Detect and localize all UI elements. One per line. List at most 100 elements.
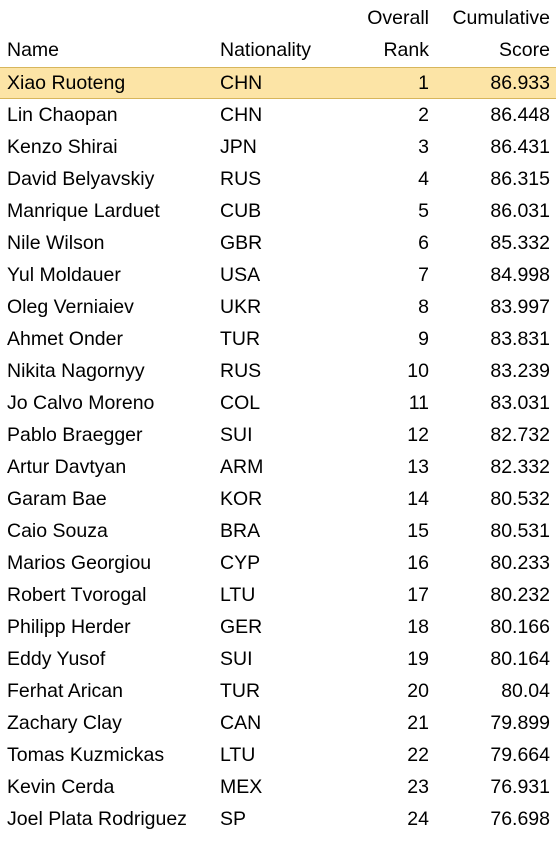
column-header-rank-line2: Rank — [383, 39, 429, 61]
table-row: Zachary Clay CAN 21 79.899 — [0, 707, 556, 739]
cell-rank: 10 — [407, 360, 429, 382]
cell-rank: 12 — [407, 424, 429, 446]
cell-score: 80.233 — [490, 552, 550, 574]
cell-rank: 4 — [418, 168, 429, 190]
cell-nationality: TUR — [220, 328, 261, 350]
cell-score: 80.232 — [490, 584, 550, 606]
cell-score: 82.332 — [490, 456, 550, 478]
cell-rank: 11 — [408, 392, 429, 414]
cell-rank: 7 — [418, 264, 429, 286]
column-header-rank-line1: Overall — [367, 7, 429, 29]
cell-score: 83.997 — [490, 296, 550, 318]
cell-rank: 5 — [418, 200, 429, 222]
table-row: Eddy Yusof SUI 19 80.164 — [0, 643, 556, 675]
cell-nationality: USA — [220, 264, 261, 286]
cell-rank: 16 — [407, 552, 429, 574]
cell-rank: 21 — [407, 712, 429, 734]
cell-score: 83.239 — [490, 360, 550, 382]
cell-rank: 8 — [418, 296, 429, 318]
cell-score: 76.931 — [490, 776, 550, 798]
table-row: Lin Chaopan CHN 2 86.448 — [0, 99, 556, 131]
cell-rank: 6 — [418, 232, 429, 254]
cell-score: 86.431 — [490, 136, 550, 158]
cell-nationality: SUI — [220, 424, 253, 446]
table-header: Name Nationality Overall Rank Cumulative… — [0, 0, 556, 68]
cell-rank: 24 — [407, 808, 429, 830]
cell-name: Yul Moldauer — [7, 264, 121, 286]
cell-nationality: GER — [220, 616, 263, 638]
table-row: David Belyavskiy RUS 4 86.315 — [0, 163, 556, 195]
table-row: Nile Wilson GBR 6 85.332 — [0, 227, 556, 259]
cell-nationality: CUB — [220, 200, 262, 222]
cell-nationality: TUR — [220, 680, 261, 702]
cell-name: Robert Tvorogal — [7, 584, 147, 606]
cell-name: Manrique Larduet — [7, 200, 160, 222]
cell-rank: 20 — [407, 680, 429, 702]
cell-rank: 9 — [418, 328, 429, 350]
cell-score: 80.166 — [490, 616, 550, 638]
column-header-name: Name — [7, 39, 60, 61]
cell-score: 86.315 — [490, 168, 550, 190]
cell-rank: 13 — [407, 456, 429, 478]
table-row: Kevin Cerda MEX 23 76.931 — [0, 771, 556, 803]
table-row: Artur Davtyan ARM 13 82.332 — [0, 451, 556, 483]
table-row: Joel Plata Rodriguez SP 24 76.698 — [0, 803, 556, 835]
cell-rank: 1 — [418, 72, 429, 94]
cell-name: Ahmet Onder — [7, 328, 123, 350]
cell-nationality: BRA — [220, 520, 261, 542]
cell-score: 83.031 — [490, 392, 550, 414]
cell-name: Ferhat Arican — [7, 680, 123, 702]
cell-score: 80.164 — [490, 648, 550, 670]
cell-score: 80.531 — [490, 520, 550, 542]
cell-name: Nile Wilson — [7, 232, 105, 254]
cell-name: Pablo Braegger — [7, 424, 143, 446]
cell-nationality: LTU — [220, 584, 256, 606]
cell-score: 86.933 — [490, 72, 550, 94]
cell-score: 80.532 — [490, 488, 550, 510]
cell-name: Oleg Verniaiev — [7, 296, 134, 318]
cell-name: Caio Souza — [7, 520, 108, 542]
table-row: Robert Tvorogal LTU 17 80.232 — [0, 579, 556, 611]
cell-nationality: SUI — [220, 648, 253, 670]
cell-name: Kevin Cerda — [7, 776, 115, 798]
table-row: Manrique Larduet CUB 5 86.031 — [0, 195, 556, 227]
cell-name: Xiao Ruoteng — [7, 72, 126, 94]
table-row: Ahmet Onder TUR 9 83.831 — [0, 323, 556, 355]
cell-rank: 22 — [407, 744, 429, 766]
column-header-nationality: Nationality — [220, 39, 312, 61]
cell-score: 86.448 — [490, 104, 550, 126]
cell-nationality: RUS — [220, 360, 262, 382]
cell-rank: 15 — [407, 520, 429, 542]
cell-name: Joel Plata Rodriguez — [7, 808, 187, 830]
cell-score: 76.698 — [490, 808, 550, 830]
cell-name: Tomas Kuzmickas — [7, 744, 165, 766]
cell-rank: 14 — [407, 488, 429, 510]
cell-name: Kenzo Shirai — [7, 136, 118, 158]
cell-rank: 3 — [418, 136, 429, 158]
cell-name: Lin Chaopan — [7, 104, 118, 126]
cell-score: 80.04 — [501, 680, 550, 702]
cell-score: 84.998 — [490, 264, 550, 286]
cell-nationality: KOR — [220, 488, 263, 510]
cell-nationality: ARM — [220, 456, 264, 478]
cell-name: Eddy Yusof — [7, 648, 106, 670]
cell-rank: 23 — [407, 776, 429, 798]
cell-score: 82.732 — [490, 424, 550, 446]
table-row: Yul Moldauer USA 7 84.998 — [0, 259, 556, 291]
cell-nationality: COL — [220, 392, 261, 414]
cell-rank: 18 — [407, 616, 429, 638]
table-row: Ferhat Arican TUR 20 80.04 — [0, 675, 556, 707]
table-body: Xiao Ruoteng CHN 1 86.933 Lin Chaopan CHN 2 86.… — [0, 67, 556, 835]
table-row: Jo Calvo Moreno COL 11 83.031 — [0, 387, 556, 419]
cell-nationality: CAN — [220, 712, 262, 734]
cell-score: 79.899 — [490, 712, 550, 734]
cell-score: 79.664 — [490, 744, 550, 766]
table-row: Oleg Verniaiev UKR 8 83.997 — [0, 291, 556, 323]
cell-name: Zachary Clay — [7, 712, 122, 734]
cell-name: Artur Davtyan — [7, 456, 127, 478]
cell-name: Philipp Herder — [7, 616, 131, 638]
table-row: Marios Georgiou CYP 16 80.233 — [0, 547, 556, 579]
cell-score: 85.332 — [490, 232, 550, 254]
column-header-score-line2: Score — [499, 39, 550, 61]
